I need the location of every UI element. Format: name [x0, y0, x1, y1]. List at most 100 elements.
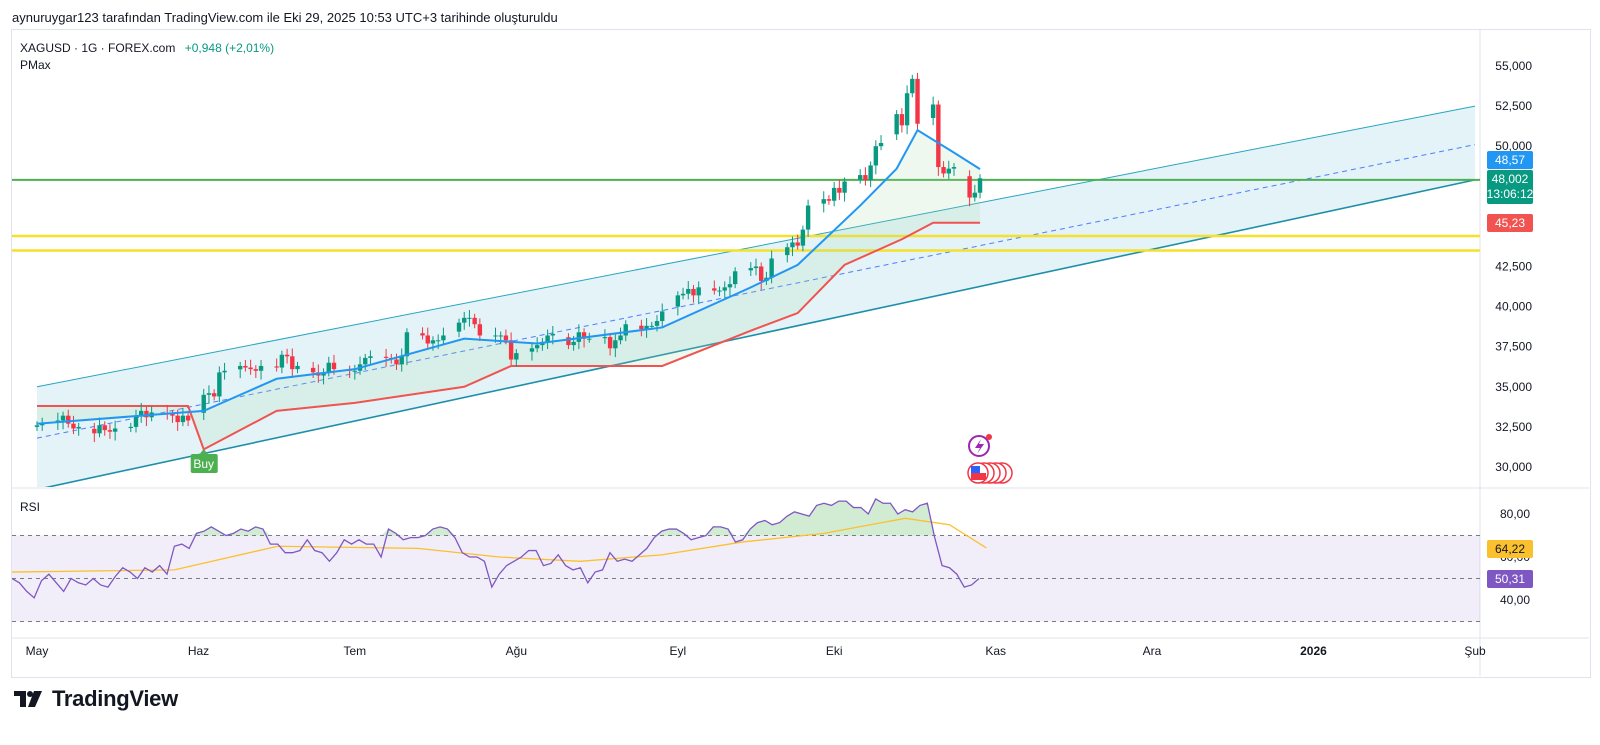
candle: [837, 180, 842, 200]
candle-body: [821, 199, 826, 204]
candle: [102, 421, 107, 436]
candle-body: [60, 415, 66, 421]
candle-body: [170, 414, 175, 416]
candle: [170, 410, 175, 423]
us-flag-stripes-icon: [971, 473, 986, 480]
candle-body: [529, 348, 535, 352]
candle-body: [76, 426, 81, 429]
rsi-badge-text: 50,31: [1495, 572, 1525, 586]
candle: [712, 280, 717, 295]
candle-body: [545, 335, 550, 342]
tradingview-logo-icon: [14, 691, 42, 707]
candle: [71, 415, 76, 435]
candle: [821, 191, 826, 213]
candle: [977, 174, 983, 199]
candle: [873, 140, 879, 175]
candle: [394, 353, 399, 370]
candle-body: [748, 268, 753, 271]
ema-price-badge-text: 48,57: [1495, 153, 1525, 167]
pmax-price-badge-text: 45,23: [1495, 216, 1525, 230]
candle: [904, 85, 910, 135]
candle-body: [71, 423, 76, 429]
candle: [576, 324, 582, 350]
time-tick-label: Ağu: [506, 644, 527, 658]
candle-body: [680, 293, 686, 296]
rsi-tick-label: 80,00: [1500, 507, 1530, 521]
candle-body: [566, 337, 571, 346]
candle-body: [691, 288, 696, 296]
candle: [800, 225, 806, 252]
candle-body: [284, 354, 290, 357]
tradingview-logo[interactable]: TradingView: [12, 686, 178, 712]
candle: [858, 169, 863, 184]
candle: [40, 417, 45, 431]
rsi-badge: [1487, 570, 1533, 588]
indicator-legend-rsi[interactable]: RSI: [20, 500, 41, 514]
candle: [514, 349, 519, 367]
symbol-legend[interactable]: XAGUSD · 1G · FOREX.com +0,948 (+2,01%): [20, 40, 274, 57]
pmax-fill: [37, 130, 981, 450]
candle-body: [185, 415, 191, 421]
candle-body: [972, 192, 978, 198]
candle-body: [722, 287, 727, 291]
price-tick-label: 35,000: [1495, 380, 1532, 394]
candle-body: [863, 175, 868, 180]
candle-body: [175, 415, 180, 423]
candle-body: [607, 337, 613, 349]
rsi-pane: [12, 498, 1480, 622]
candle: [92, 422, 97, 443]
candle-body: [618, 335, 623, 341]
rsi-ma-badge-text: 64,22: [1495, 542, 1525, 556]
candle-body: [107, 430, 113, 432]
candle: [618, 327, 623, 345]
candle: [529, 342, 535, 361]
ema-price-badge: [1487, 151, 1533, 169]
price-tick-label: 32,500: [1495, 420, 1532, 434]
candle: [290, 348, 295, 378]
candle-body: [712, 288, 717, 291]
candle: [128, 422, 133, 433]
candle: [248, 359, 253, 375]
candle-body: [253, 369, 259, 371]
channel-upper-line: [36, 105, 1476, 388]
candle: [60, 411, 66, 430]
channel-middle-line: [36, 144, 1476, 439]
candle: [180, 407, 186, 427]
candle-body: [383, 356, 389, 358]
candle-body: [654, 321, 660, 326]
candle: [790, 236, 795, 257]
candle-body: [112, 428, 118, 432]
candle-body: [97, 425, 102, 434]
candle-body: [456, 322, 462, 332]
candle: [217, 366, 222, 403]
price-tick-label: 52,500: [1495, 99, 1532, 113]
candle-body: [873, 146, 879, 166]
candle-body: [404, 332, 410, 357]
pmax-line: [37, 221, 981, 451]
candle: [946, 160, 951, 180]
candle-body: [910, 78, 915, 94]
candle-body: [34, 425, 40, 427]
candle-body: [951, 167, 957, 169]
time-tick-label: Eki: [826, 644, 843, 658]
indicator-legend-pmax[interactable]: PMax: [20, 58, 51, 72]
candle-body: [831, 187, 837, 201]
candle-body: [352, 370, 358, 372]
time-tick-label: Haz: [188, 644, 209, 658]
candle-body: [587, 338, 592, 340]
candle: [722, 281, 727, 298]
candle: [951, 163, 957, 176]
candle-body: [941, 167, 946, 174]
candle-body: [550, 333, 556, 336]
chart-caption: aynuruygar123 tarafından TradingView.com…: [12, 10, 558, 25]
candle-body: [675, 295, 681, 307]
candle: [644, 317, 649, 338]
candle: [368, 350, 373, 366]
time-tick-label: Ara: [1143, 644, 1162, 658]
candle: [675, 291, 681, 316]
candle: [467, 309, 472, 327]
candle: [258, 360, 264, 380]
symbol-title: XAGUSD · 1G · FOREX.com: [20, 41, 176, 55]
candle-body: [217, 372, 222, 397]
